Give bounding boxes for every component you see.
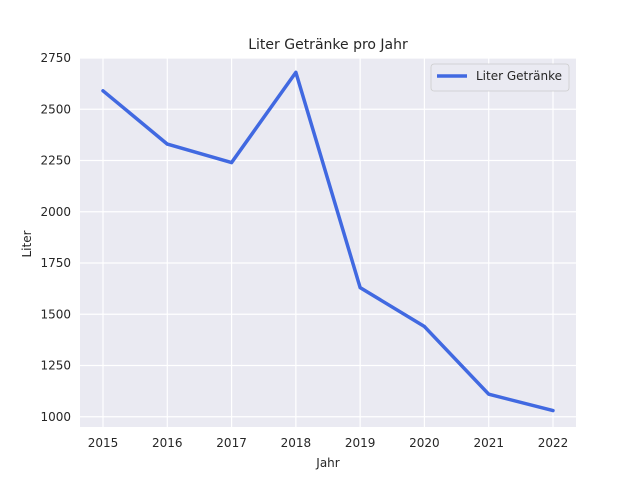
data-point (551, 409, 555, 412)
x-tick-label: 2021 (473, 436, 504, 450)
x-tick-label: 2015 (88, 436, 119, 450)
legend-label: Liter Getränke (476, 69, 562, 83)
x-tick-label: 2022 (538, 436, 569, 450)
x-tick-label: 2016 (152, 436, 183, 450)
x-tick-label: 2019 (345, 436, 376, 450)
y-tick-label: 1750 (40, 256, 71, 270)
series-lines (101, 70, 555, 413)
x-tick-label: 2018 (281, 436, 312, 450)
y-tick-label: 1500 (40, 307, 71, 321)
data-point (294, 71, 298, 74)
data-point (423, 325, 426, 328)
data-point (230, 161, 233, 164)
y-tick-label: 2750 (40, 51, 71, 65)
x-tick-labels: 2015 2016 2017 2018 2019 2020 2021 2022 (88, 436, 569, 450)
y-tick-label: 1250 (40, 359, 71, 373)
x-tick-label: 2020 (409, 436, 440, 450)
data-point (166, 142, 169, 146)
legend: Liter Getränke (430, 63, 570, 92)
y-tick-label: 2500 (40, 102, 71, 116)
x-tick-label: 2017 (216, 436, 247, 450)
y-tick-label: 1000 (40, 410, 71, 424)
data-point (358, 286, 362, 289)
y-tick-label: 2250 (40, 154, 71, 168)
x-axis-label: Jahr (315, 456, 339, 470)
plot-area-background (80, 58, 576, 427)
y-tick-label: 2000 (40, 205, 71, 219)
data-point (101, 89, 105, 93)
chart-title: Liter Getränke pro Jahr (248, 37, 408, 53)
legend-box (430, 63, 570, 92)
series-line (101, 70, 555, 413)
data-point (487, 393, 490, 396)
grid-lines (80, 57, 576, 427)
y-tick-labels: 1000 1250 1500 1750 2000 2250 2500 2750 (40, 51, 71, 424)
y-axis-label: Liter (20, 230, 34, 257)
